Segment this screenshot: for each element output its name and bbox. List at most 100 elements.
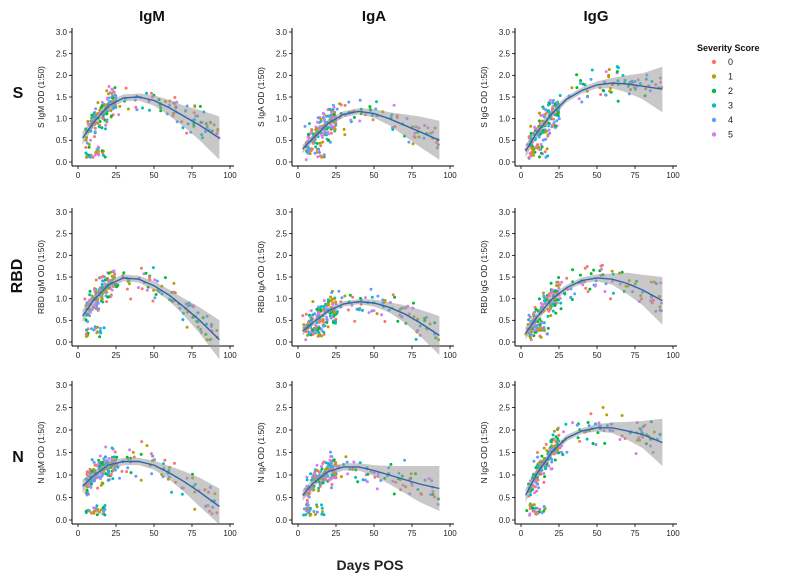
data-point: [392, 492, 396, 496]
data-point: [128, 448, 132, 452]
data-point: [330, 483, 334, 486]
data-point: [542, 446, 546, 450]
data-point: [113, 93, 117, 97]
data-point: [110, 114, 113, 118]
data-point: [316, 149, 320, 153]
data-point: [330, 486, 333, 490]
data-point: [602, 89, 606, 93]
data-point: [321, 308, 325, 312]
data-point: [547, 292, 551, 296]
data-point: [334, 317, 338, 321]
data-point: [550, 458, 554, 461]
data-point: [558, 94, 562, 97]
data-point: [570, 298, 574, 301]
data-point: [334, 463, 338, 466]
data-point: [105, 89, 109, 93]
data-point: [556, 426, 560, 430]
data-point: [351, 295, 355, 299]
data-point: [391, 293, 395, 297]
data-point: [339, 475, 343, 479]
data-point: [94, 150, 98, 154]
data-point: [89, 154, 93, 158]
data-point: [544, 467, 547, 471]
x-tick-label: 50: [370, 351, 379, 360]
data-point: [551, 101, 555, 105]
data-point: [348, 293, 352, 297]
data-point: [326, 298, 330, 302]
data-point: [539, 335, 543, 339]
data-point: [105, 112, 109, 116]
data-point: [319, 144, 323, 148]
data-point: [552, 117, 555, 121]
data-point: [550, 460, 554, 464]
data-point: [311, 476, 314, 480]
data-point: [124, 86, 128, 90]
y-tick-label: 1.0: [499, 471, 511, 480]
x-tick-label: 25: [555, 529, 564, 538]
y-tick-label: 0.5: [276, 316, 288, 325]
y-tick-label: 0.5: [276, 136, 288, 145]
data-point: [532, 328, 536, 332]
data-point: [610, 269, 614, 273]
data-point: [118, 476, 121, 480]
data-point: [315, 463, 319, 467]
data-point: [173, 96, 177, 99]
y-tick-label: 1.0: [56, 294, 68, 303]
legend-label-3: 3: [728, 101, 733, 111]
x-tick-label: 0: [519, 351, 524, 360]
data-point: [100, 283, 104, 286]
data-point: [302, 507, 306, 511]
data-point: [565, 276, 569, 280]
data-point: [93, 126, 97, 130]
y-tick-label: 1.0: [276, 471, 288, 480]
data-point: [597, 421, 601, 425]
panel-rbd-igg: 0.0 0.5 1.0 1.5 2.0 2.5 3.0 0 25 50 75 100 RBD IgG O…: [479, 208, 680, 360]
data-point: [354, 475, 358, 479]
data-point: [105, 118, 109, 122]
data-point: [372, 309, 376, 313]
x-tick-label: 100: [443, 171, 457, 180]
data-point: [548, 98, 552, 102]
data-point: [110, 288, 114, 292]
data-point: [608, 89, 612, 93]
y-tick-label: 3.0: [276, 208, 288, 217]
data-point: [547, 309, 551, 313]
data-point: [551, 309, 555, 313]
data-point: [316, 155, 320, 159]
data-point: [103, 504, 107, 507]
data-point: [364, 296, 367, 300]
data-point: [391, 128, 395, 131]
data-point: [128, 282, 131, 286]
y-tick-label: 1.0: [56, 114, 68, 123]
data-point: [580, 100, 584, 104]
data-point: [600, 267, 603, 271]
data-point: [561, 453, 565, 456]
y-tick-label: 3.0: [56, 28, 68, 37]
y-tick-label: 0.5: [56, 136, 68, 145]
data-point: [87, 145, 91, 149]
data-point: [531, 153, 535, 157]
data-point: [306, 494, 310, 498]
data-point: [546, 103, 550, 107]
data-point: [114, 468, 118, 472]
data-point: [90, 307, 94, 311]
y-tick-label: 2.5: [499, 403, 511, 412]
y-tick-label: 0.0: [499, 338, 511, 347]
data-point: [107, 295, 111, 299]
data-point: [578, 439, 582, 443]
data-point: [536, 455, 540, 459]
data-point: [365, 480, 369, 484]
data-point: [543, 150, 547, 154]
data-point: [103, 459, 107, 463]
data-point: [155, 279, 159, 283]
data-point: [141, 106, 144, 110]
data-point: [104, 123, 108, 127]
y-tick-label: 0.5: [499, 493, 511, 502]
data-point: [557, 451, 561, 455]
x-tick-label: 50: [593, 171, 602, 180]
data-point: [536, 143, 539, 147]
data-point: [559, 301, 563, 305]
data-point: [548, 305, 552, 309]
data-point: [92, 506, 96, 510]
data-point: [396, 319, 400, 323]
